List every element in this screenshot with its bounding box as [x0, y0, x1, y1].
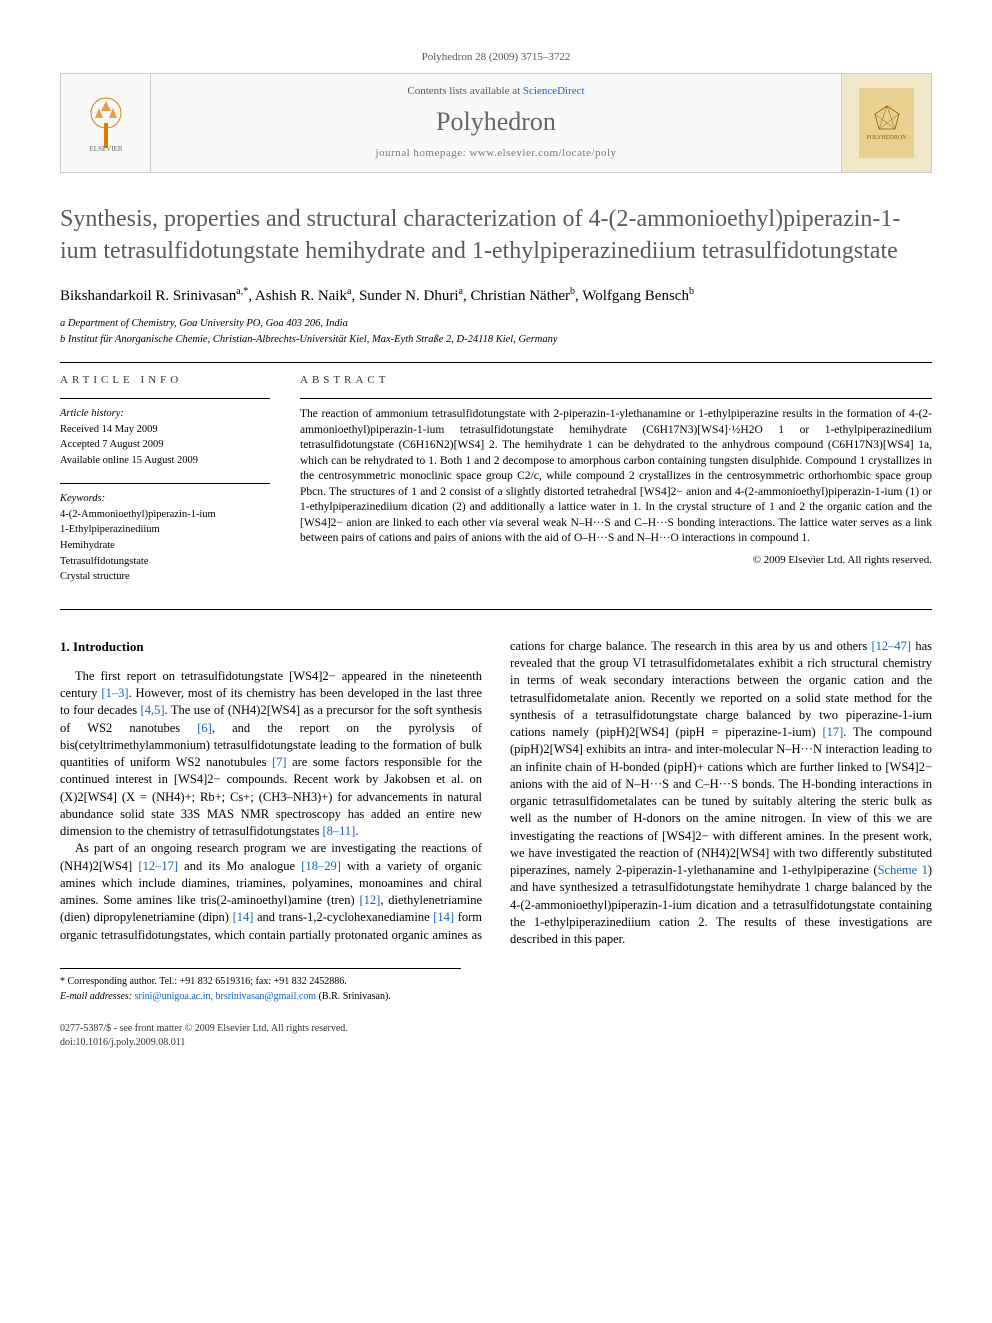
body-paragraph: The first report on tetrasulfidotungstat…	[60, 668, 482, 841]
email-line: E-mail addresses: srini@unigoa.ac.in, br…	[60, 990, 461, 1004]
citation-link[interactable]: [14]	[233, 910, 254, 924]
keyword: Hemihydrate	[60, 539, 270, 554]
history-item: Received 14 May 2009	[60, 423, 270, 438]
running-head: Polyhedron 28 (2009) 3715–3722	[60, 50, 932, 65]
citation-link[interactable]: [17]	[822, 725, 843, 739]
history-heading: Article history:	[60, 407, 270, 422]
body-two-column: 1. Introduction The first report on tetr…	[60, 638, 932, 949]
contents-line: Contents lists available at ScienceDirec…	[151, 84, 841, 99]
email-link[interactable]: srini@unigoa.ac.in, brsrinivasan@gmail.c…	[135, 991, 316, 1002]
divider	[300, 398, 932, 399]
polyhedron-icon	[872, 104, 902, 134]
abstract-column: ABSTRACT The reaction of ammonium tetras…	[300, 373, 932, 599]
affiliation: a Department of Chemistry, Goa Universit…	[60, 317, 932, 332]
citation-link[interactable]: [12–47]	[871, 639, 911, 653]
article-history: Article history: Received 14 May 2009 Ac…	[60, 407, 270, 469]
divider	[60, 398, 270, 399]
info-abstract-row: ARTICLE INFO Article history: Received 1…	[60, 373, 932, 599]
publisher-logo-box: ELSEVIER	[61, 74, 151, 171]
keywords-heading: Keywords:	[60, 492, 270, 507]
corresponding-author: * Corresponding author. Tel.: +91 832 65…	[60, 975, 461, 989]
abstract-label: ABSTRACT	[300, 373, 932, 388]
citation-link[interactable]: [8–11]	[322, 824, 355, 838]
citation-link[interactable]: [12–17]	[138, 859, 178, 873]
contents-prefix: Contents lists available at	[407, 85, 522, 97]
citation-link[interactable]: [14]	[433, 910, 454, 924]
page: Polyhedron 28 (2009) 3715–3722 ELSEVIER …	[0, 0, 992, 1100]
sciencedirect-link[interactable]: ScienceDirect	[523, 85, 585, 97]
front-matter-footer: 0277-5387/$ - see front matter © 2009 El…	[60, 1022, 932, 1050]
citation-link[interactable]: [7]	[272, 755, 287, 769]
divider	[60, 483, 270, 484]
citation-link[interactable]: [18–29]	[301, 859, 341, 873]
article-title: Synthesis, properties and structural cha…	[60, 203, 932, 268]
article-info-label: ARTICLE INFO	[60, 373, 270, 388]
footnotes: * Corresponding author. Tel.: +91 832 65…	[60, 968, 461, 1004]
email-label: E-mail addresses:	[60, 991, 135, 1002]
author: Christian Nätherb	[470, 288, 575, 304]
author: Bikshandarkoil R. Srinivasana,*	[60, 288, 248, 304]
keyword: Crystal structure	[60, 570, 270, 585]
article-info-column: ARTICLE INFO Article history: Received 1…	[60, 373, 270, 599]
affiliations: a Department of Chemistry, Goa Universit…	[60, 317, 932, 347]
divider	[60, 362, 932, 363]
email-tail: (B.R. Srinivasan).	[316, 991, 391, 1002]
affiliation: b Institut für Anorganische Chemie, Chri…	[60, 333, 932, 348]
history-item: Available online 15 August 2009	[60, 454, 270, 469]
keyword: 1-Ethylpiperazinediium	[60, 523, 270, 538]
citation-link[interactable]: [6]	[197, 721, 212, 735]
masthead-center: Contents lists available at ScienceDirec…	[151, 74, 841, 171]
section-heading: 1. Introduction	[60, 638, 482, 656]
elsevier-logo: ELSEVIER	[81, 93, 131, 153]
scheme-link[interactable]: Scheme 1	[878, 863, 928, 877]
journal-name: Polyhedron	[151, 104, 841, 140]
citation-link[interactable]: [4,5]	[141, 703, 165, 717]
citation-link[interactable]: [12]	[359, 893, 380, 907]
author: Sunder N. Dhuria	[359, 288, 463, 304]
issn-line: 0277-5387/$ - see front matter © 2009 El…	[60, 1022, 932, 1036]
journal-cover-box: POLYHEDRON	[841, 74, 931, 171]
abstract-text: The reaction of ammonium tetrasulfidotun…	[300, 407, 932, 547]
divider	[60, 609, 932, 610]
svg-text:ELSEVIER: ELSEVIER	[89, 145, 122, 153]
author-list: Bikshandarkoil R. Srinivasana,*, Ashish …	[60, 285, 932, 307]
keyword: Tetrasulfidotungstate	[60, 555, 270, 570]
citation-link[interactable]: [1–3]	[101, 686, 128, 700]
journal-cover-thumb: POLYHEDRON	[859, 88, 914, 158]
thumb-label: POLYHEDRON	[866, 134, 906, 142]
journal-homepage: journal homepage: www.elsevier.com/locat…	[151, 146, 841, 161]
history-item: Accepted 7 August 2009	[60, 438, 270, 453]
doi-line: doi:10.1016/j.poly.2009.08.011	[60, 1036, 932, 1050]
masthead: ELSEVIER Contents lists available at Sci…	[60, 73, 932, 172]
keyword: 4-(2-Ammonioethyl)piperazin-1-ium	[60, 508, 270, 523]
author: Wolfgang Benschb	[582, 288, 694, 304]
keywords-block: Keywords: 4-(2-Ammonioethyl)piperazin-1-…	[60, 492, 270, 585]
author: Ashish R. Naika	[255, 288, 352, 304]
abstract-copyright: © 2009 Elsevier Ltd. All rights reserved…	[300, 553, 932, 568]
